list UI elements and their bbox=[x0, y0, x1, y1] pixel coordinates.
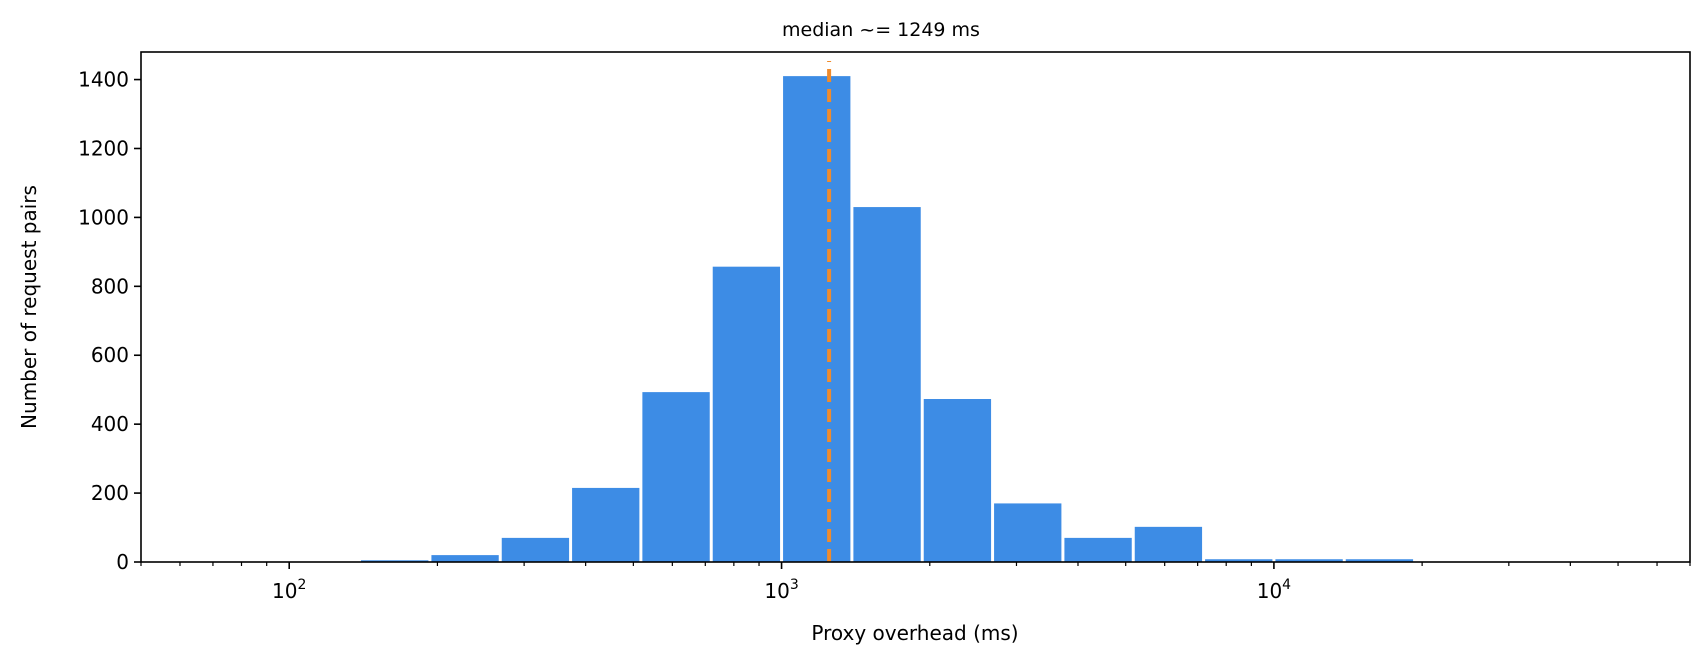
histogram-bar bbox=[501, 537, 570, 562]
histogram-bar bbox=[360, 560, 429, 562]
histogram-bar bbox=[1205, 559, 1273, 562]
histogram-bar bbox=[923, 399, 992, 562]
histogram-bar bbox=[1275, 559, 1343, 562]
x-axis-ticks: 102 103 104 bbox=[140, 562, 1691, 603]
histogram-bar bbox=[994, 503, 1062, 562]
y-tick-label: 200 bbox=[91, 481, 129, 505]
histogram-bar bbox=[783, 76, 851, 563]
y-tick-label: 1200 bbox=[78, 136, 129, 160]
y-tick-label: 1000 bbox=[78, 205, 129, 229]
chart-title: median ~= 1249 ms bbox=[782, 19, 980, 41]
y-axis-ticks: 0 200 400 600 800 1000 1200 1400 bbox=[78, 68, 141, 574]
x-tick-label: 102 bbox=[272, 577, 306, 603]
plot-frame bbox=[140, 51, 1691, 563]
y-tick-label: 400 bbox=[91, 412, 129, 436]
histogram-bar bbox=[431, 555, 499, 562]
x-axis-label: Proxy overhead (ms) bbox=[811, 621, 1018, 645]
histogram-bar bbox=[572, 487, 640, 562]
y-tick-label: 800 bbox=[91, 274, 129, 298]
histogram-bar bbox=[642, 392, 710, 562]
x-tick-label: 104 bbox=[1257, 577, 1291, 603]
y-tick-label: 0 bbox=[116, 550, 129, 574]
y-axis-label: Number of request pairs bbox=[17, 185, 41, 429]
histogram-bar bbox=[853, 207, 921, 562]
y-tick-label: 1400 bbox=[78, 68, 129, 92]
histogram-bar bbox=[1345, 559, 1414, 562]
x-tick-label: 103 bbox=[764, 577, 798, 603]
bars-group bbox=[360, 76, 1414, 563]
histogram-bar bbox=[1064, 537, 1132, 562]
histogram-bar bbox=[1134, 526, 1203, 562]
histogram-bar bbox=[712, 266, 781, 562]
y-tick-label: 600 bbox=[91, 343, 129, 367]
